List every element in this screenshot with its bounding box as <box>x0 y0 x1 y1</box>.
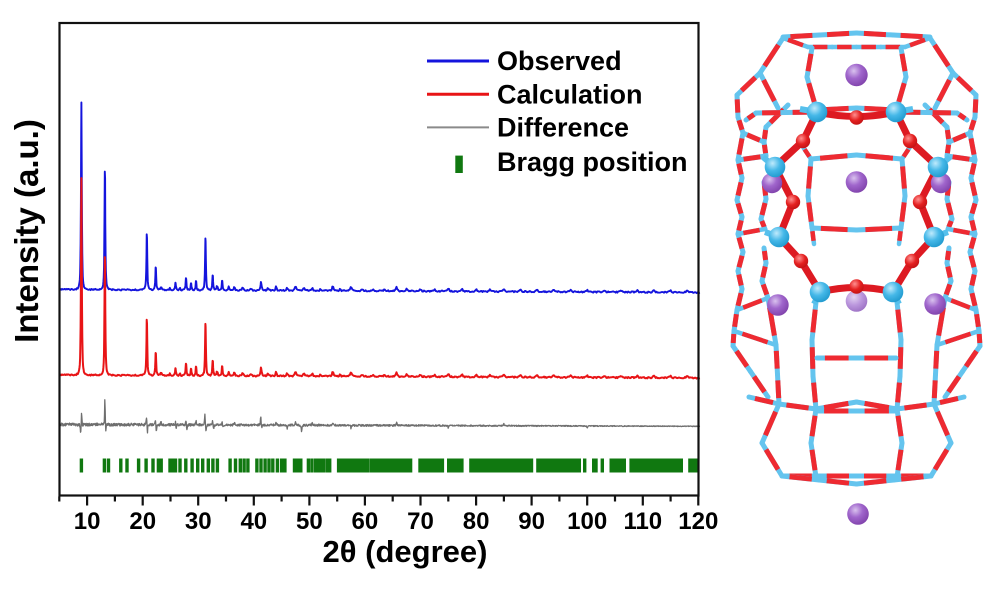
svg-text:60: 60 <box>352 508 379 535</box>
svg-text:20: 20 <box>129 508 156 535</box>
svg-text:2θ (degree): 2θ (degree) <box>323 534 488 569</box>
svg-text:Intensity (a.u.): Intensity (a.u.) <box>8 119 45 343</box>
svg-text:80: 80 <box>463 508 490 535</box>
svg-text:30: 30 <box>185 508 212 535</box>
svg-text:100: 100 <box>567 508 607 535</box>
svg-text:120: 120 <box>678 508 718 535</box>
svg-text:40: 40 <box>240 508 267 535</box>
svg-text:Bragg position: Bragg position <box>497 147 688 177</box>
svg-text:Observed: Observed <box>497 46 622 76</box>
svg-text:10: 10 <box>74 508 101 535</box>
svg-text:110: 110 <box>623 508 662 535</box>
svg-text:90: 90 <box>518 508 545 535</box>
svg-text:Difference: Difference <box>497 112 629 142</box>
svg-text:Calculation: Calculation <box>497 79 643 109</box>
svg-text:50: 50 <box>296 508 323 535</box>
svg-text:70: 70 <box>407 508 434 535</box>
